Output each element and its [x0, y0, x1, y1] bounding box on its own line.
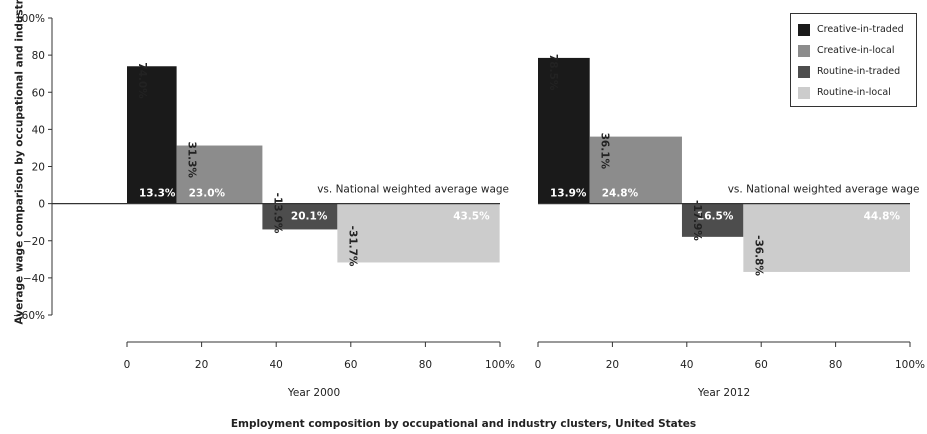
y-tick-label: 20 — [32, 162, 45, 174]
x-tick-label: 20 — [195, 359, 208, 371]
y-tick-label: 100% — [15, 13, 45, 25]
value-label: 74.0% — [136, 62, 148, 99]
legend-item-routine-in-local: Routine-in-local — [798, 82, 909, 103]
legend: Creative-in-traded Creative-in-local Rou… — [790, 13, 917, 107]
value-label: -17.9% — [691, 200, 703, 241]
y-tick-label: −20 — [23, 236, 45, 248]
value-label: -31.7% — [346, 226, 358, 267]
legend-item-creative-in-traded: Creative-in-traded — [798, 19, 909, 40]
bar-routine-in-traded — [262, 203, 338, 230]
value-label: 78.5% — [547, 54, 559, 91]
x-tick-label: 0 — [535, 359, 542, 371]
legend-item-creative-in-local: Creative-in-local — [798, 40, 909, 61]
share-label: 20.1% — [291, 211, 328, 223]
y-axis-title: Average wage comparison by occupational … — [2, 0, 38, 324]
bar-creative-in-local — [176, 145, 263, 204]
y-tick-label: 60 — [32, 87, 45, 99]
bar-creative-in-local — [589, 136, 682, 204]
x-tick-label: 0 — [124, 359, 131, 371]
legend-swatch — [798, 86, 810, 99]
x-tick-label: 80 — [419, 359, 432, 371]
share-label: 24.8% — [602, 188, 639, 200]
share-label: 13.9% — [550, 188, 587, 200]
bar-routine-in-local — [337, 203, 500, 263]
bar-routine-in-local — [743, 203, 910, 272]
share-label: 13.3% — [139, 188, 176, 200]
value-label: 36.1% — [599, 133, 611, 170]
y-tick-label: 0 — [38, 199, 45, 211]
x-axis-title: Employment composition by occupational a… — [230, 418, 697, 430]
x-tick-label: 40 — [680, 359, 693, 371]
share-label: 44.8% — [864, 211, 901, 223]
y-tick-label: −60% — [13, 310, 45, 322]
legend-swatch — [798, 65, 810, 78]
legend-swatch — [798, 44, 810, 57]
share-label: 23.0% — [189, 188, 226, 200]
legend-label: Routine-in-local — [817, 87, 891, 98]
legend-label: Routine-in-traded — [817, 66, 901, 77]
y-tick-label: 40 — [32, 124, 45, 136]
share-label: 43.5% — [453, 211, 490, 223]
bar-creative-in-traded — [127, 66, 177, 204]
bar-creative-in-traded — [538, 57, 590, 204]
share-label: 16.5% — [697, 211, 734, 223]
reference-label: vs. National weighted average wage — [317, 184, 509, 196]
x-tick-label: 100% — [895, 359, 925, 371]
x-tick-label: 80 — [829, 359, 842, 371]
legend-label: Creative-in-local — [817, 45, 895, 56]
y-tick-label: 80 — [32, 50, 45, 62]
panel-subtitle: Year 2000 — [287, 387, 340, 399]
value-label: -13.9% — [271, 193, 283, 234]
reference-label: vs. National weighted average wage — [728, 184, 920, 196]
value-label: -36.8% — [752, 235, 764, 276]
legend-label: Creative-in-traded — [817, 24, 904, 35]
value-label: 31.3% — [186, 142, 198, 179]
x-tick-label: 60 — [755, 359, 768, 371]
x-tick-label: 100% — [485, 359, 515, 371]
bar-routine-in-traded — [681, 203, 744, 237]
panel-subtitle: Year 2012 — [697, 387, 750, 399]
x-tick-label: 20 — [606, 359, 619, 371]
y-tick-label: −40 — [23, 273, 45, 285]
y-axis-title-text: Average wage comparison by occupational … — [13, 0, 26, 324]
legend-swatch — [798, 23, 810, 36]
x-tick-label: 60 — [344, 359, 357, 371]
legend-item-routine-in-traded: Routine-in-traded — [798, 61, 909, 82]
x-tick-label: 40 — [270, 359, 283, 371]
